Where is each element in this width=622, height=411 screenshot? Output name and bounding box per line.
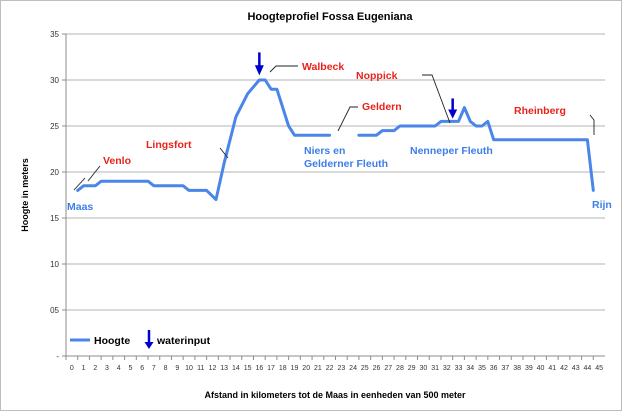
x-tick-label-2: 2 (93, 365, 97, 372)
leader-line-2 (219, 147, 229, 159)
x-axis-title: Afstand in kilometers tot de Maas in een… (204, 390, 466, 400)
leader-line-4 (337, 106, 358, 132)
y-tick-label-6: 30 (50, 76, 59, 85)
waterinput-arrow-icon-1 (448, 109, 458, 119)
x-tick-label-35: 35 (478, 365, 486, 372)
x-tick-label-37: 37 (502, 365, 510, 372)
x-tick-label-38: 38 (513, 365, 521, 372)
place-label-noppick: Noppick (356, 70, 398, 82)
x-tick-label-11: 11 (197, 365, 204, 372)
x-tick-label-26: 26 (373, 365, 381, 372)
label-leaders (73, 65, 595, 191)
y-axis-title: Hoogte in meters (20, 158, 30, 232)
place-label-lingsfort: Lingsfort (146, 139, 192, 151)
x-tick-label-20: 20 (302, 365, 310, 372)
leader-line-0 (73, 177, 86, 191)
x-tick-label-44: 44 (584, 365, 592, 372)
x-tick-label-23: 23 (337, 365, 345, 372)
x-tick-label-8: 8 (164, 365, 168, 372)
legend-label-waterinput: waterinput (156, 335, 211, 347)
place-label-gelderner-fleuth: Gelderner Fleuth (304, 158, 388, 170)
x-tick-label-22: 22 (326, 365, 334, 372)
legend-arrow-icon (144, 342, 154, 349)
x-tick-label-3: 3 (105, 365, 109, 372)
x-tick-label-1: 1 (82, 365, 86, 372)
x-tick-label-24: 24 (349, 365, 357, 372)
y-tick-label-0: - (56, 352, 59, 361)
x-tick-label-21: 21 (314, 365, 322, 372)
grid (66, 33, 605, 311)
y-tick-label-1: 05 (50, 306, 59, 315)
x-tick-label-7: 7 (152, 365, 156, 372)
x-tick-label-27: 27 (384, 365, 392, 372)
x-tick-label-45: 45 (595, 365, 603, 372)
waterinput-arrows (254, 52, 458, 119)
x-tick-label-18: 18 (279, 365, 287, 372)
x-tick-label-30: 30 (419, 365, 427, 372)
x-ticks: 0 1 2 3 4 5 6 7 8 9 10 11 12 13 14 15 16 17 18 19 20 21 22 23 24… (65, 356, 603, 372)
x-tick-label-36: 36 (490, 365, 498, 372)
x-tick-label-34: 34 (466, 365, 474, 372)
x-tick-label-43: 43 (572, 365, 580, 372)
x-tick-label-28: 28 (396, 365, 404, 372)
leader-line-1 (87, 165, 101, 182)
x-tick-label-25: 25 (361, 365, 369, 372)
y-tick-label-4: 20 (50, 168, 59, 177)
series-line-segment-0 (76, 78, 332, 202)
leader-line-6 (589, 114, 595, 135)
x-tick-label-14: 14 (232, 365, 240, 372)
leader-line-5 (422, 74, 451, 124)
x-tick-label-0: 0 (70, 365, 74, 372)
place-label-nenneper-fleuth: Nenneper Fleuth (410, 145, 493, 157)
series-hoogte (76, 78, 595, 202)
y-tick-label-2: 10 (50, 260, 59, 269)
x-tick-label-16: 16 (255, 365, 263, 372)
x-tick-label-6: 6 (140, 365, 144, 372)
x-tick-label-15: 15 (244, 365, 252, 372)
x-tick-label-41: 41 (548, 365, 556, 372)
place-label-walbeck: Walbeck (302, 61, 344, 73)
x-tick-label-12: 12 (209, 365, 217, 372)
x-tick-label-10: 10 (185, 365, 193, 372)
place-label-venlo: Venlo (103, 155, 131, 167)
x-tick-label-31: 31 (431, 365, 439, 372)
y-ticks: - 05 10 15 20 25 30 35 (50, 30, 66, 361)
place-label-maas: Maas (67, 201, 93, 213)
y-tick-label-3: 15 (50, 214, 59, 223)
place-label-niers-en: Niers en (304, 145, 345, 157)
x-tick-label-33: 33 (455, 365, 463, 372)
chart-title: Hoogteprofiel Fossa Eugeniana (247, 11, 413, 23)
leader-line-3 (269, 65, 298, 73)
x-tick-label-19: 19 (291, 365, 299, 372)
legend: Hoogte waterinput (70, 330, 211, 349)
x-tick-label-42: 42 (560, 365, 568, 372)
x-tick-label-13: 13 (220, 365, 228, 372)
x-tick-label-32: 32 (443, 365, 451, 372)
legend-label-hoogte: Hoogte (94, 335, 130, 347)
y-tick-label-5: 25 (50, 122, 59, 131)
place-label-rijn: Rijn (592, 199, 612, 211)
y-tick-label-7: 35 (50, 30, 59, 39)
waterinput-arrow-icon-0 (254, 65, 264, 76)
place-label-geldern: Geldern (362, 101, 402, 113)
place-label-rheinberg: Rheinberg (514, 105, 566, 117)
x-tick-label-40: 40 (537, 365, 545, 372)
x-tick-label-29: 29 (408, 365, 416, 372)
x-tick-label-4: 4 (117, 365, 121, 372)
x-tick-label-17: 17 (267, 365, 275, 372)
series-line-segment-1 (357, 106, 595, 192)
x-tick-label-9: 9 (175, 365, 179, 372)
x-tick-label-39: 39 (525, 365, 533, 372)
x-tick-label-5: 5 (128, 365, 132, 372)
